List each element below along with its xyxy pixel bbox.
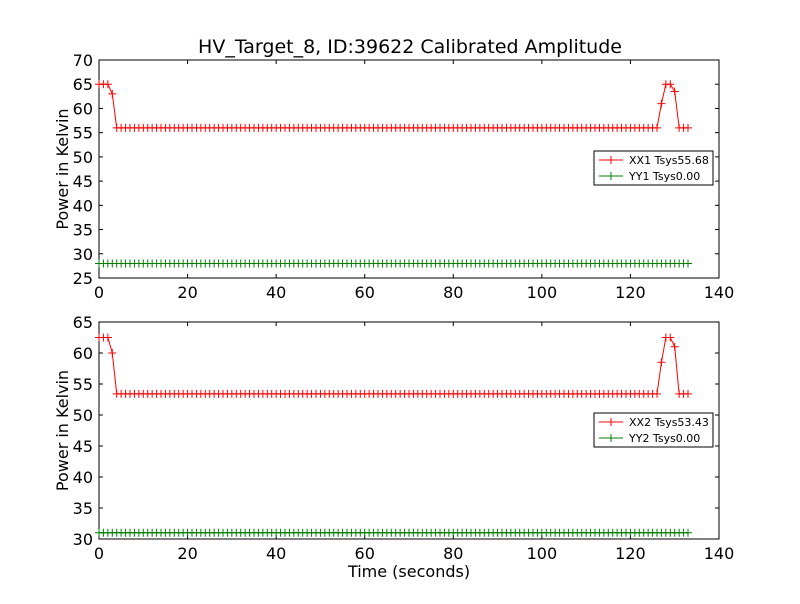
y-tick-label: 65 [73,75,93,94]
y-tick-label: 50 [73,148,93,167]
top-panel: 0 20 40 60 80 100 120 140 25 30 35 40 45 50 55 60 65 70 Po… [53,51,734,302]
legend-box [593,412,714,448]
data-point [670,342,679,351]
y-tick-label: 60 [73,344,93,363]
data-point [103,333,112,342]
x-tick-label: 20 [177,283,197,302]
x-tick-label: 100 [527,283,558,302]
x-tick-label: 60 [355,544,375,563]
series-markers-1 [95,333,692,398]
series-markers-2 [95,528,692,537]
chart-title: HV_Target_8, ID:39622 Calibrated Amplitu… [198,36,622,58]
x-axis-label: Time (seconds) [347,562,470,581]
y-tick-label: 70 [73,51,93,70]
y-tick-label: 30 [73,530,93,549]
data-point [670,87,679,96]
legend-entry-1: XX2 Tsys53.43 [629,416,709,429]
x-tick-label: 0 [94,544,104,563]
y-tick-label: 25 [73,269,93,288]
y-tick-label: 45 [73,172,93,191]
y-tick-label: 35 [73,499,93,518]
y-tick-label: 40 [73,196,93,215]
data-point [657,358,666,367]
x-tick-label: 0 [94,283,104,302]
data-point [684,259,692,268]
data-point [657,99,666,108]
series-markers-2 [95,259,692,268]
data-point [108,349,117,357]
y-axis-label: Power in Kelvin [53,108,72,229]
legend-entry-1: XX1 Tsys55.68 [629,154,709,167]
x-tick-label: 120 [615,283,646,302]
legend-swatch-marker [607,434,615,442]
x-tick-label: 140 [704,283,735,302]
x-tick-label: 80 [443,544,463,563]
legend-box [593,150,714,186]
x-tick-label: 80 [443,283,463,302]
bottom-panel: 0 20 40 60 80 100 120 140 30 35 40 45 50 55 60 65 Power … [53,313,734,581]
x-tick-label: 60 [355,283,375,302]
x-tick-label: 100 [527,544,558,563]
data-point [653,389,661,398]
y-tick-label: 55 [73,375,93,394]
data-point [653,123,661,132]
data-point [684,389,692,398]
data-point [684,123,692,132]
data-point [103,80,112,89]
y-tick-label: 50 [73,406,93,425]
data-point [108,89,117,98]
legend-entry-2: YY1 Tsys0.00 [628,170,700,183]
y-tick-label: 30 [73,245,93,264]
y-tick-label: 60 [73,99,93,118]
y-tick-label: 45 [73,437,93,456]
y-tick-label: 35 [73,221,93,240]
y-tick-label: 55 [73,124,93,143]
legend-swatch-marker [607,156,615,164]
data-point [684,528,692,537]
x-tick-label: 40 [266,544,286,563]
y-tick-label: 65 [73,313,93,332]
x-tick-label: 40 [266,283,286,302]
legend-entry-2: YY2 Tsys0.00 [628,432,700,445]
x-tick-label: 120 [615,544,646,563]
series-markers-1 [95,80,692,132]
x-tick-label: 140 [704,544,735,563]
data-point [666,333,675,342]
legend-swatch-marker [607,172,615,180]
y-tick-label: 40 [73,468,93,487]
data-point [666,80,675,89]
x-tick-label: 20 [177,544,197,563]
y-axis-label: Power in Kelvin [53,370,72,491]
legend-swatch-marker [607,418,615,426]
